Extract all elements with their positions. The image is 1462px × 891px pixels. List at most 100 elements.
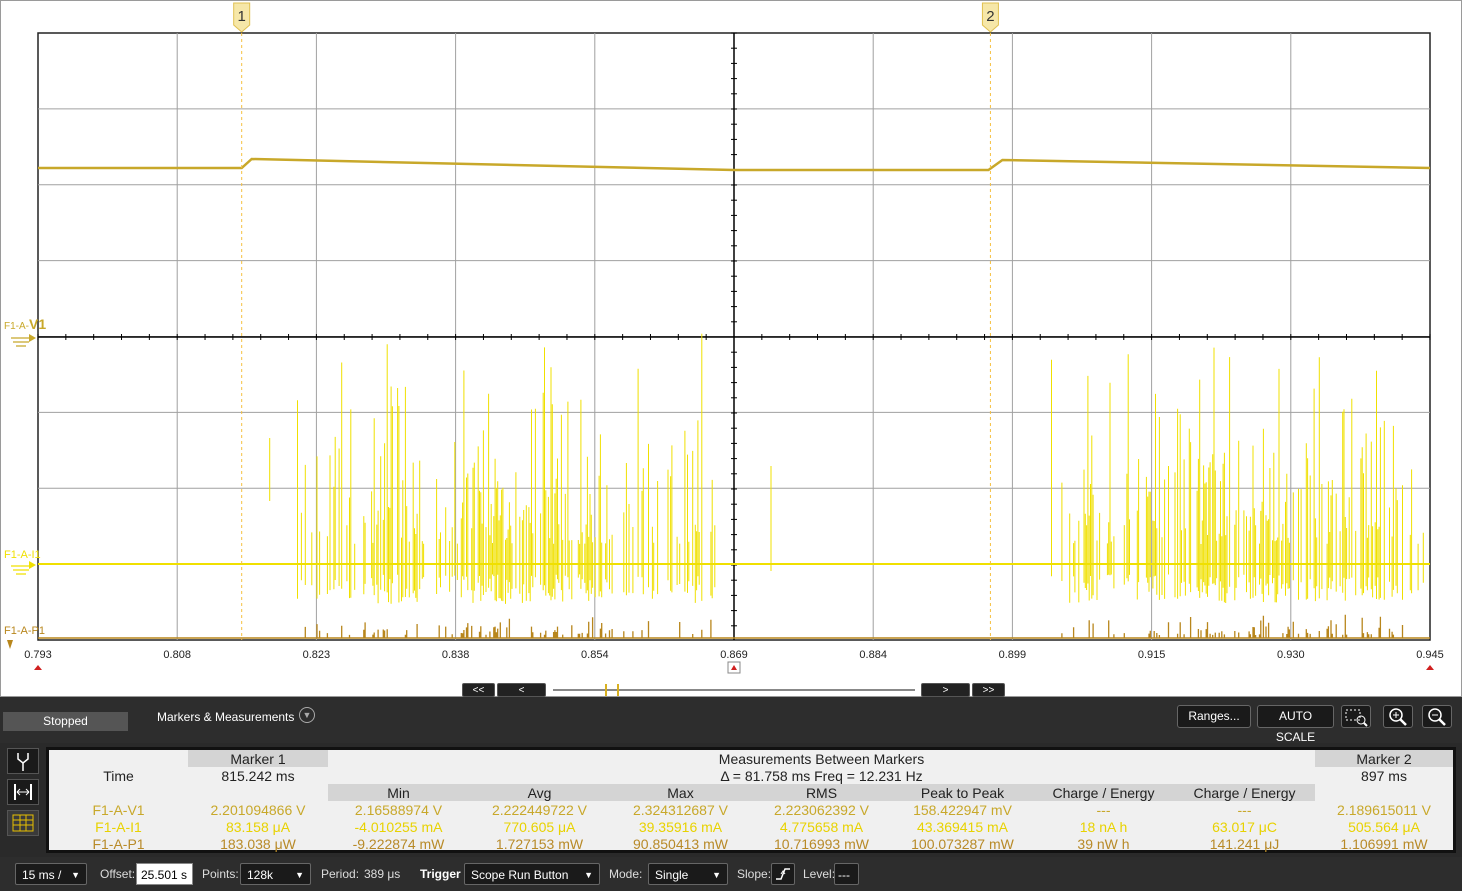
center-arrow-icon: [731, 665, 737, 670]
marker-range-icon[interactable]: [7, 779, 39, 805]
i1-trace: [269, 333, 1424, 604]
row-min: -9.222874 mW: [352, 835, 445, 852]
probe-icon[interactable]: [7, 748, 39, 774]
i1-channel-label: F1-A-I1: [4, 549, 41, 561]
row-max: 39.35916 mA: [638, 818, 723, 835]
marker1-time: 815.242 ms: [221, 767, 295, 784]
row-ce2: 63.017 μC: [1212, 818, 1277, 835]
row-marker2: 1.106991 mW: [1340, 835, 1428, 852]
row-rms: 2.223062392 V: [774, 801, 869, 818]
timebase-select[interactable]: 15 ms / ▼: [15, 863, 87, 885]
scroll-prev-button[interactable]: <: [497, 683, 546, 697]
ranges-button[interactable]: Ranges...: [1177, 705, 1251, 728]
down-arrow-icon: [7, 640, 13, 649]
col-max: Max: [610, 784, 751, 801]
row-marker1: 83.158 μA: [225, 818, 291, 835]
row-ce1: ---: [1096, 801, 1111, 818]
row-pp: 158.422947 mV: [913, 801, 1012, 818]
row-name: F1-A-V1: [92, 801, 145, 818]
x-tick-label: 0.793: [24, 649, 52, 661]
ground-icon: [11, 337, 31, 347]
scroll-thumb[interactable]: [605, 684, 619, 696]
level-input[interactable]: ---: [834, 863, 859, 885]
p1-trace: [304, 614, 1404, 638]
col-min: Min: [328, 784, 469, 801]
markers-measurements-title[interactable]: Markers & Measurements: [157, 710, 295, 724]
row-pp: 43.369415 mA: [916, 818, 1009, 835]
mode-label: Mode:: [609, 867, 643, 881]
center-axes: [37, 32, 1431, 640]
marker2-header: Marker 2: [1315, 750, 1454, 767]
run-state-indicator[interactable]: Stopped: [3, 712, 128, 731]
bottom-toolbar: 15 ms / ▼ Offset: 25.501 s Points: 128k ▼ …: [0, 857, 1462, 891]
row-min: -4.010255 mA: [354, 818, 443, 835]
zoom-out-icon[interactable]: [1422, 705, 1452, 728]
x-tick-label: 0.823: [303, 649, 331, 661]
offset-input[interactable]: 25.501 s: [136, 863, 193, 885]
marker-flag-1: [233, 2, 251, 33]
zoom-area-icon[interactable]: [1341, 705, 1371, 728]
chevron-down-icon[interactable]: ▼: [299, 707, 315, 723]
x-tick-label: 0.930: [1277, 649, 1305, 661]
table-row: F1-A-P1 183.038 μW -9.222874 mW 1.727153…: [49, 835, 1453, 852]
scroll-next-button[interactable]: >: [921, 683, 970, 697]
row-pp: 100.073287 mW: [911, 835, 1014, 852]
between-markers-header: Measurements Between Markers: [718, 750, 925, 767]
delta-freq: Δ = 81.758 ms Freq = 12.231 Hz: [720, 767, 923, 784]
marker1-header: Marker 1: [188, 750, 328, 767]
offset-label: Offset:: [100, 867, 136, 881]
time-label: Time: [103, 767, 134, 784]
scroll-last-button[interactable]: >>: [972, 683, 1005, 697]
zoom-in-icon[interactable]: [1383, 705, 1413, 728]
row-rms: 10.716993 mW: [774, 835, 869, 852]
col-charge-energy-2: Charge / Energy: [1174, 784, 1316, 801]
row-rms: 4.775658 mA: [779, 818, 864, 835]
x-tick-label: 0.945: [1416, 649, 1444, 661]
col-charge-energy-1: Charge / Energy: [1033, 784, 1174, 801]
table-row: F1-A-V1 2.201094866 V 2.16588974 V 2.222…: [49, 801, 1453, 818]
auto-scale-button[interactable]: AUTO SCALE: [1257, 705, 1334, 744]
points-label: Points:: [202, 867, 239, 881]
row-ce2: ---: [1237, 801, 1252, 818]
measurements-table: Marker 1 Measurements Between Markers Ma…: [49, 750, 1454, 852]
v1-channel-label: F1-A-V1: [4, 316, 46, 332]
scroll-track[interactable]: [553, 689, 915, 691]
level-label: Level:: [803, 867, 836, 881]
marker-flag-2: [981, 2, 999, 33]
marker2-time: 897 ms: [1361, 767, 1407, 784]
x-tick-label: 0.838: [442, 649, 470, 661]
row-name: F1-A-P1: [92, 835, 145, 852]
ground-icon: [11, 565, 31, 575]
points-select[interactable]: 128k ▼: [240, 863, 311, 885]
x-tick-label: 0.808: [163, 649, 191, 661]
blank-cell: [49, 750, 188, 767]
scroll-first-button[interactable]: <<: [462, 683, 495, 697]
col-rms: RMS: [751, 784, 892, 801]
mode-select[interactable]: Single ▼: [648, 863, 728, 885]
col-peak-to-peak: Peak to Peak: [892, 784, 1033, 801]
marker-label-2: 2: [986, 8, 994, 25]
table-row: F1-A-I1 83.158 μA -4.010255 mA 770.605 μ…: [49, 818, 1453, 835]
row-ce1: 18 nA h: [1079, 818, 1128, 835]
i1-level-icon: [29, 561, 36, 569]
x-tick-label: 0.884: [859, 649, 887, 661]
measurement-table-icon[interactable]: [7, 810, 39, 836]
x-tick-labels: 0.793 0.808 0.823 0.838 0.854 0.869 0.884 0.899…: [24, 649, 1444, 674]
row-marker1: 183.038 μW: [220, 835, 296, 852]
control-bar: Stopped Markers & Measurements ▼ Ranges.…: [0, 697, 1462, 744]
slope-label: Slope:: [737, 867, 772, 881]
period-label: Period:: [321, 867, 360, 881]
rising-slope-icon[interactable]: [771, 863, 795, 885]
v1-level-icon: [29, 334, 36, 342]
measurements-panel: Marker 1 Measurements Between Markers Ma…: [46, 747, 1456, 853]
x-tick-label: 0.854: [581, 649, 609, 661]
marker-label-1: 1: [238, 8, 246, 25]
x-tick-label: 0.899: [999, 649, 1027, 661]
row-marker2: 505.564 μA: [1348, 818, 1420, 835]
period-value: 389 μs: [364, 867, 401, 881]
trigger-source-select[interactable]: Scope Run Button ▼: [464, 863, 600, 885]
x-tick-label: 0.869: [720, 649, 748, 661]
